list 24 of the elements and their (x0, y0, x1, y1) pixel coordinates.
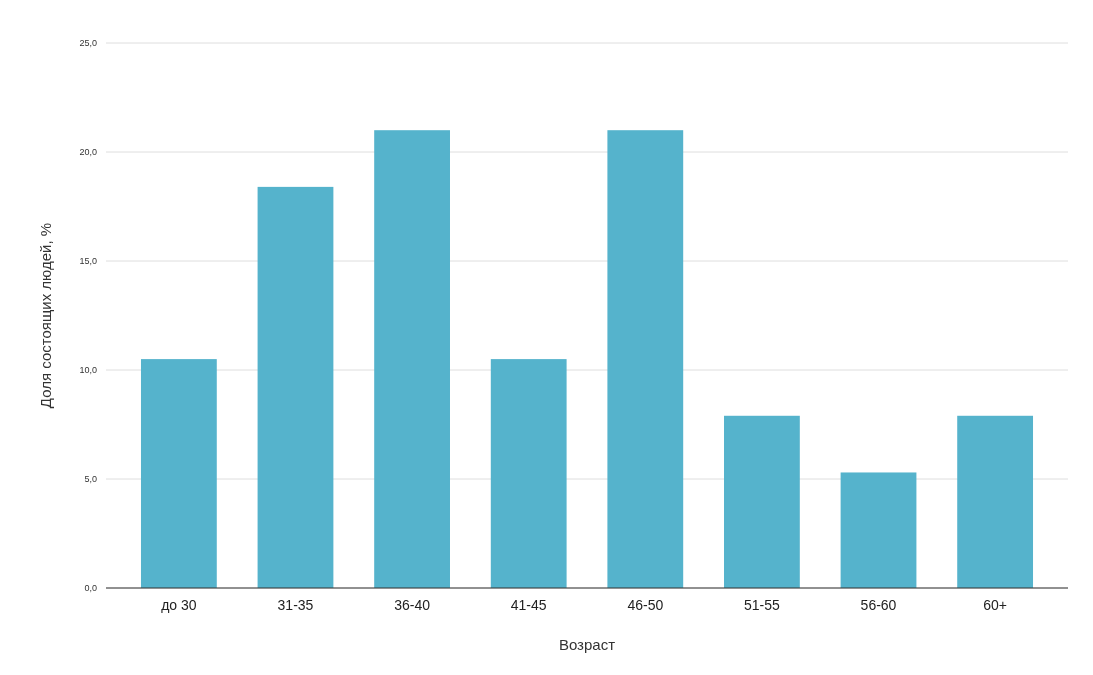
bar (374, 130, 450, 588)
y-tick-label: 15,0 (79, 255, 97, 266)
y-tick-label: 5,0 (84, 473, 97, 484)
bar (607, 130, 684, 588)
bar (257, 186, 334, 588)
y-tick-label: 25,0 (79, 37, 97, 48)
y-tick-label: 20,0 (79, 146, 97, 157)
bar (957, 415, 1034, 588)
y-tick-label: 10,0 (79, 364, 97, 375)
x-tick-label: 56-60 (860, 597, 897, 613)
bar (140, 359, 217, 588)
x-tick-label: 60+ (983, 597, 1007, 613)
x-tick-label: 46-50 (627, 597, 664, 613)
x-tick-label: 31-35 (277, 597, 314, 613)
x-tick-label: 36-40 (394, 597, 431, 613)
x-axis-title: Возраст (558, 636, 616, 653)
x-tick-label: 41-45 (510, 597, 547, 613)
x-tick-label: 51-55 (744, 597, 781, 613)
x-tick-label: до 30 (161, 597, 197, 613)
bar (840, 472, 917, 588)
bar (490, 359, 567, 588)
y-axis-title: Доля состоящих людей, % (37, 222, 54, 409)
y-tick-label: 0,0 (84, 582, 97, 593)
bar (724, 415, 800, 588)
